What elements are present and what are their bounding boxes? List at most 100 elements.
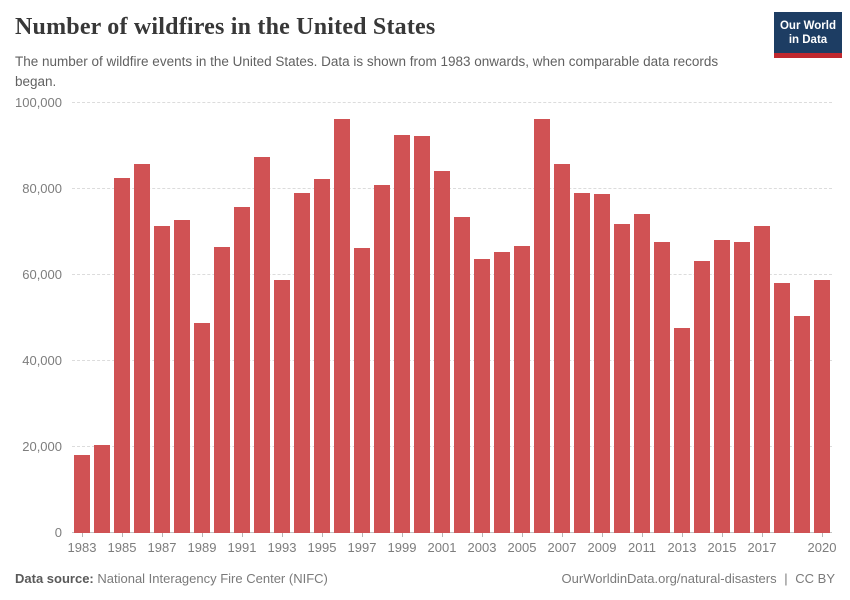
x-tick-1999 bbox=[402, 533, 403, 537]
bar-2019[interactable] bbox=[794, 316, 810, 533]
bar-2018[interactable] bbox=[774, 283, 790, 533]
bar-2014[interactable] bbox=[694, 261, 710, 533]
bar-2001[interactable] bbox=[434, 171, 450, 533]
bar-2004[interactable] bbox=[494, 252, 510, 533]
footer-separator: | bbox=[784, 571, 788, 586]
bar-1997[interactable] bbox=[354, 248, 370, 533]
bar-2015[interactable] bbox=[714, 240, 730, 533]
bar-2016[interactable] bbox=[734, 242, 750, 533]
owid-url-link[interactable]: OurWorldinData.org/natural-disasters bbox=[561, 571, 777, 586]
x-axis-label-1993: 1993 bbox=[267, 540, 297, 555]
bar-1996[interactable] bbox=[334, 119, 350, 533]
footer-links: OurWorldinData.org/natural-disasters | C… bbox=[562, 571, 835, 586]
bar-2008[interactable] bbox=[574, 193, 590, 533]
bar-2010[interactable] bbox=[614, 224, 630, 533]
x-axis-label-1985: 1985 bbox=[107, 540, 137, 555]
bar-2020[interactable] bbox=[814, 280, 830, 533]
y-axis-label-100000: 100,000 bbox=[15, 95, 62, 110]
bar-2000[interactable] bbox=[414, 136, 430, 533]
y-axis-label-20000: 20,000 bbox=[22, 439, 62, 454]
x-axis-label-1995: 1995 bbox=[307, 540, 337, 555]
x-tick-1993 bbox=[282, 533, 283, 537]
chart-footer: Data source: National Interagency Fire C… bbox=[15, 571, 835, 586]
bar-2017[interactable] bbox=[754, 226, 770, 533]
gridline-60000 bbox=[72, 274, 832, 275]
x-tick-2009 bbox=[602, 533, 603, 537]
x-tick-1987 bbox=[162, 533, 163, 537]
bar-2007[interactable] bbox=[554, 164, 570, 533]
x-axis-label-1987: 1987 bbox=[147, 540, 177, 555]
x-axis-label-2017: 2017 bbox=[747, 540, 777, 555]
data-source: Data source: National Interagency Fire C… bbox=[15, 571, 328, 586]
y-axis-label-60000: 60,000 bbox=[22, 267, 62, 282]
x-tick-1991 bbox=[242, 533, 243, 537]
bar-1995[interactable] bbox=[314, 179, 330, 533]
chart-subtitle: The number of wildfire events in the Uni… bbox=[15, 54, 719, 90]
x-tick-2001 bbox=[442, 533, 443, 537]
data-source-value: National Interagency Fire Center (NIFC) bbox=[97, 571, 328, 586]
bar-1983[interactable] bbox=[74, 455, 90, 533]
x-tick-2020 bbox=[822, 533, 823, 537]
bar-1984[interactable] bbox=[94, 445, 110, 533]
x-axis-label-2009: 2009 bbox=[587, 540, 617, 555]
gridline-40000 bbox=[72, 360, 832, 361]
bar-2009[interactable] bbox=[594, 194, 610, 533]
x-tick-1995 bbox=[322, 533, 323, 537]
x-tick-1997 bbox=[362, 533, 363, 537]
plot-area bbox=[72, 102, 832, 533]
bar-1985[interactable] bbox=[114, 178, 130, 533]
bar-1990[interactable] bbox=[214, 247, 230, 533]
x-axis-label-2001: 2001 bbox=[427, 540, 457, 555]
x-tick-2011 bbox=[642, 533, 643, 537]
bar-2012[interactable] bbox=[654, 242, 670, 533]
y-axis-label-0: 0 bbox=[54, 525, 62, 540]
y-axis-label-80000: 80,000 bbox=[22, 181, 62, 196]
bar-2013[interactable] bbox=[674, 328, 690, 533]
data-source-label: Data source: bbox=[15, 571, 94, 586]
bar-1993[interactable] bbox=[274, 280, 290, 533]
x-tick-1983 bbox=[82, 533, 83, 537]
bar-2006[interactable] bbox=[534, 119, 550, 533]
gridline-100000 bbox=[72, 102, 832, 103]
x-axis-label-1997: 1997 bbox=[347, 540, 377, 555]
x-tick-1989 bbox=[202, 533, 203, 537]
bar-1999[interactable] bbox=[394, 135, 410, 533]
x-tick-2013 bbox=[682, 533, 683, 537]
x-tick-2015 bbox=[722, 533, 723, 537]
x-axis-label-1999: 1999 bbox=[387, 540, 417, 555]
bar-2011[interactable] bbox=[634, 214, 650, 533]
x-axis-label-1989: 1989 bbox=[187, 540, 217, 555]
license-link[interactable]: CC BY bbox=[795, 571, 835, 586]
x-axis-label-2013: 2013 bbox=[667, 540, 697, 555]
owid-logo-line2: in Data bbox=[788, 34, 828, 47]
x-tick-2005 bbox=[522, 533, 523, 537]
x-axis-label-2005: 2005 bbox=[507, 540, 537, 555]
bar-1989[interactable] bbox=[194, 323, 210, 533]
owid-logo-line1: Our World bbox=[779, 20, 836, 32]
bar-2002[interactable] bbox=[454, 217, 470, 533]
x-tick-2007 bbox=[562, 533, 563, 537]
x-tick-2017 bbox=[762, 533, 763, 537]
x-axis-label-2015: 2015 bbox=[707, 540, 737, 555]
x-axis-label-1991: 1991 bbox=[227, 540, 257, 555]
bar-1992[interactable] bbox=[254, 157, 270, 533]
bar-1986[interactable] bbox=[134, 164, 150, 533]
x-axis-label-2011: 2011 bbox=[628, 540, 656, 555]
bar-chart: 0 20,000 40,000 60,000 80,000 100,000 1983 1985… bbox=[0, 95, 850, 560]
bar-1998[interactable] bbox=[374, 185, 390, 533]
x-tick-1985 bbox=[122, 533, 123, 537]
gridline-20000 bbox=[72, 446, 832, 447]
owid-logo[interactable]: Our World in Data bbox=[774, 12, 842, 58]
chart-title: Number of wildfires in the United States bbox=[15, 14, 436, 40]
bar-1991[interactable] bbox=[234, 207, 250, 533]
x-axis-label-1983: 1983 bbox=[67, 540, 97, 555]
x-axis-label-2020: 2020 bbox=[807, 540, 837, 555]
bar-1987[interactable] bbox=[154, 226, 170, 533]
bar-1994[interactable] bbox=[294, 193, 310, 533]
gridline-0 bbox=[72, 532, 832, 533]
bar-1988[interactable] bbox=[174, 220, 190, 533]
x-axis-label-2007: 2007 bbox=[547, 540, 577, 555]
bar-2005[interactable] bbox=[514, 246, 530, 533]
bar-2003[interactable] bbox=[474, 259, 490, 533]
